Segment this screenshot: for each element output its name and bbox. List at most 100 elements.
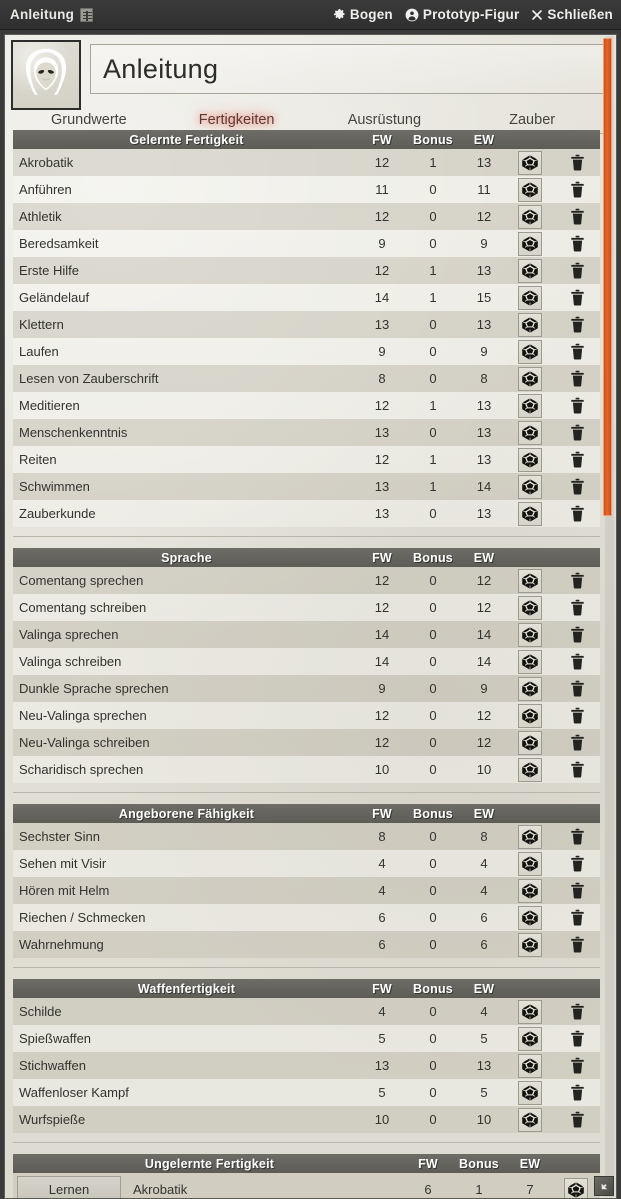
d20-dice-icon[interactable] xyxy=(518,285,542,310)
d20-dice-icon[interactable] xyxy=(518,366,542,391)
table-row[interactable]: Anführen 11 0 11 xyxy=(13,176,600,203)
window-titlebar[interactable]: Anleitung Bogen xyxy=(0,0,621,30)
table-row[interactable]: Laufen 9 0 9 xyxy=(13,338,600,365)
lernen-button[interactable]: Lernen xyxy=(17,1175,121,1198)
table-row[interactable]: Neu-Valinga schreiben 12 0 12 xyxy=(13,729,600,756)
d20-dice-icon[interactable] xyxy=(518,420,542,445)
table-row[interactable]: Stichwaffen 13 0 13 xyxy=(13,1052,600,1079)
table-row[interactable]: Athletik 12 0 12 xyxy=(13,203,600,230)
table-row[interactable]: Spießwaffen 5 0 5 xyxy=(13,1025,600,1052)
d20-dice-icon[interactable] xyxy=(518,501,542,526)
trash-icon[interactable] xyxy=(566,179,588,201)
d20-dice-icon[interactable] xyxy=(518,204,542,229)
trash-icon[interactable] xyxy=(566,826,588,848)
trash-icon[interactable] xyxy=(566,678,588,700)
trash-icon[interactable] xyxy=(566,449,588,471)
table-row[interactable]: Zauberkunde 13 0 13 xyxy=(13,500,600,527)
d20-dice-icon[interactable] xyxy=(518,568,542,593)
table-row[interactable]: Geländelauf 14 1 15 xyxy=(13,284,600,311)
d20-dice-icon[interactable] xyxy=(518,1080,542,1105)
trash-icon[interactable] xyxy=(566,853,588,875)
table-row[interactable]: Dunkle Sprache sprechen 9 0 9 xyxy=(13,675,600,702)
table-row[interactable]: Sehen mit Visir 4 0 4 xyxy=(13,850,600,877)
d20-dice-icon[interactable] xyxy=(518,312,542,337)
trash-icon[interactable] xyxy=(566,1109,588,1131)
table-row[interactable]: Akrobatik 12 1 13 xyxy=(13,149,600,176)
table-row[interactable]: Comentang schreiben 12 0 12 xyxy=(13,594,600,621)
table-row[interactable]: Lernen Akrobatik 6 1 7 xyxy=(13,1173,600,1198)
d20-dice-icon[interactable] xyxy=(518,231,542,256)
table-row[interactable]: Wahrnehmung 6 0 6 xyxy=(13,931,600,958)
table-row[interactable]: Comentang sprechen 12 0 12 xyxy=(13,567,600,594)
table-row[interactable]: Waffenloser Kampf 5 0 5 xyxy=(13,1079,600,1106)
resize-grip-icon[interactable] xyxy=(594,1176,614,1196)
d20-dice-icon[interactable] xyxy=(518,878,542,903)
trash-icon[interactable] xyxy=(566,907,588,929)
d20-dice-icon[interactable] xyxy=(518,595,542,620)
trash-icon[interactable] xyxy=(566,233,588,255)
trash-icon[interactable] xyxy=(566,1082,588,1104)
trash-icon[interactable] xyxy=(566,476,588,498)
prototyp-figur-button[interactable]: Prototyp-Figur xyxy=(405,7,520,22)
d20-dice-icon[interactable] xyxy=(518,676,542,701)
trash-icon[interactable] xyxy=(566,732,588,754)
table-row[interactable]: Sechster Sinn 8 0 8 xyxy=(13,823,600,850)
d20-dice-icon[interactable] xyxy=(518,730,542,755)
tab-grundwerte[interactable]: Grundwerte xyxy=(50,112,127,128)
d20-dice-icon[interactable] xyxy=(518,757,542,782)
table-row[interactable]: Schwimmen 13 1 14 xyxy=(13,473,600,500)
trash-icon[interactable] xyxy=(566,206,588,228)
scrollbar-thumb[interactable] xyxy=(603,38,612,516)
trash-icon[interactable] xyxy=(566,152,588,174)
trash-icon[interactable] xyxy=(566,341,588,363)
d20-dice-icon[interactable] xyxy=(518,622,542,647)
table-row[interactable]: Beredsamkeit 9 0 9 xyxy=(13,230,600,257)
trash-icon[interactable] xyxy=(566,287,588,309)
table-row[interactable]: Reiten 12 1 13 xyxy=(13,446,600,473)
book-icon[interactable] xyxy=(80,7,94,22)
trash-icon[interactable] xyxy=(566,624,588,646)
tab-ausruestung[interactable]: Ausrüstung xyxy=(347,112,422,128)
tab-fertigkeiten[interactable]: Fertigkeiten xyxy=(198,112,275,128)
table-row[interactable]: Klettern 13 0 13 xyxy=(13,311,600,338)
close-button[interactable]: Schließen xyxy=(531,7,613,22)
trash-icon[interactable] xyxy=(566,422,588,444)
table-row[interactable]: Meditieren 12 1 13 xyxy=(13,392,600,419)
d20-dice-icon[interactable] xyxy=(518,177,542,202)
d20-dice-icon[interactable] xyxy=(518,905,542,930)
trash-icon[interactable] xyxy=(566,395,588,417)
d20-dice-icon[interactable] xyxy=(518,1026,542,1051)
table-row[interactable]: Hören mit Helm 4 0 4 xyxy=(13,877,600,904)
trash-icon[interactable] xyxy=(566,1055,588,1077)
trash-icon[interactable] xyxy=(566,759,588,781)
d20-dice-icon[interactable] xyxy=(518,824,542,849)
d20-dice-icon[interactable] xyxy=(518,703,542,728)
d20-dice-icon[interactable] xyxy=(518,339,542,364)
trash-icon[interactable] xyxy=(566,260,588,282)
table-row[interactable]: Neu-Valinga sprechen 12 0 12 xyxy=(13,702,600,729)
trash-icon[interactable] xyxy=(566,934,588,956)
d20-dice-icon[interactable] xyxy=(518,447,542,472)
table-row[interactable]: Erste Hilfe 12 1 13 xyxy=(13,257,600,284)
trash-icon[interactable] xyxy=(566,651,588,673)
table-row[interactable]: Scharidisch sprechen 10 0 10 xyxy=(13,756,600,783)
trash-icon[interactable] xyxy=(566,1001,588,1023)
table-row[interactable]: Wurfspieße 10 0 10 xyxy=(13,1106,600,1133)
d20-dice-icon[interactable] xyxy=(518,1107,542,1132)
d20-dice-icon[interactable] xyxy=(518,258,542,283)
d20-dice-icon[interactable] xyxy=(518,393,542,418)
trash-icon[interactable] xyxy=(566,503,588,525)
d20-dice-icon[interactable] xyxy=(518,932,542,957)
table-row[interactable]: Menschenkenntnis 13 0 13 xyxy=(13,419,600,446)
skills-scroll-region[interactable]: Gelernte Fertigkeit FW Bonus EW Akrobatik 12 1… xyxy=(5,130,616,1198)
table-row[interactable]: Lesen von Zauberschrift 8 0 8 xyxy=(13,365,600,392)
trash-icon[interactable] xyxy=(566,880,588,902)
trash-icon[interactable] xyxy=(566,705,588,727)
trash-icon[interactable] xyxy=(566,570,588,592)
d20-dice-icon[interactable] xyxy=(518,150,542,175)
trash-icon[interactable] xyxy=(566,1028,588,1050)
d20-dice-icon[interactable] xyxy=(518,474,542,499)
table-row[interactable]: Valinga sprechen 14 0 14 xyxy=(13,621,600,648)
table-row[interactable]: Riechen / Schmecken 6 0 6 xyxy=(13,904,600,931)
scrollbar-track[interactable] xyxy=(603,36,614,1197)
